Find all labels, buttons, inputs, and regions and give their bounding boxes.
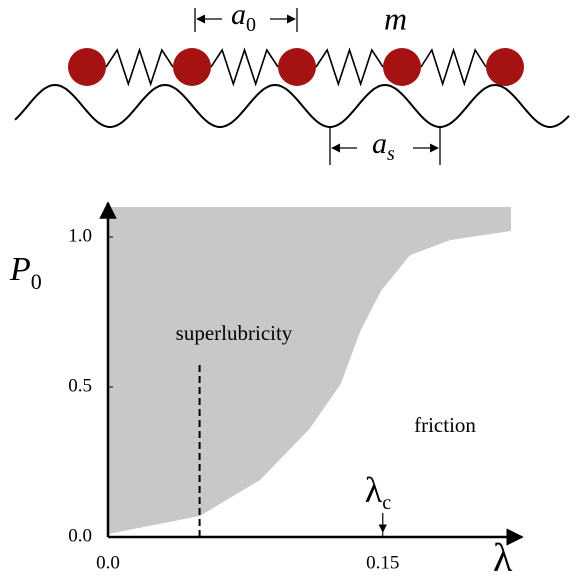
symbol: a <box>231 0 246 31</box>
schematic: a0 m as <box>14 0 570 165</box>
subscript: s <box>387 143 395 165</box>
atom <box>486 48 524 86</box>
symbol: a <box>372 127 387 160</box>
atom <box>68 48 106 86</box>
atoms <box>68 48 524 86</box>
area <box>108 207 512 534</box>
mass-label: m <box>384 0 407 36</box>
springs <box>105 47 487 87</box>
spacing-label: a0 <box>231 0 256 36</box>
y-tick-label: 0.5 <box>68 375 92 396</box>
y-tick-label: 1.0 <box>68 225 92 246</box>
substrate-label: as <box>372 127 395 165</box>
substrate-potential <box>14 83 570 128</box>
atom <box>383 48 421 86</box>
critical-label: λc <box>365 470 391 513</box>
symbol: P <box>9 251 31 288</box>
y-axis-label: P0 <box>9 251 42 294</box>
subscript: 0 <box>246 14 256 36</box>
x-tick-label: 0.15 <box>366 552 399 573</box>
x-axis-label: λ <box>493 535 513 580</box>
atom <box>278 48 316 86</box>
x-tick-label: 0.0 <box>96 552 120 573</box>
subscript: c <box>382 492 391 514</box>
subscript: 0 <box>31 269 42 294</box>
region-label: superlubricity <box>176 321 293 345</box>
y-tick-label: 0.0 <box>68 525 92 546</box>
region-label: friction <box>414 413 476 437</box>
symbol: λ <box>365 470 383 510</box>
plot: 0.0 0.5 1.0 0.0 0.15 P0 λ superlubricity frictio… <box>9 201 524 580</box>
atom <box>173 48 211 86</box>
